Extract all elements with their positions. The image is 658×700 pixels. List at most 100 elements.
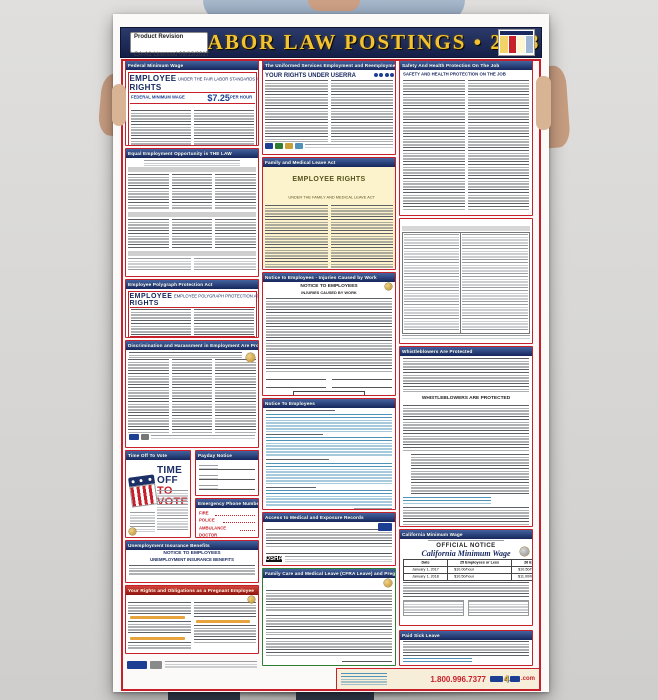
- fmla-subtitle: UNDER THE FAMILY AND MEDICAL LEAVE ACT: [288, 196, 376, 200]
- flsa-per-hour: PER HOUR: [229, 95, 253, 100]
- safety-title: SAFETY AND HEALTH PROTECTION ON THE JOB: [403, 72, 506, 78]
- product-revision-box: Product Revision CA-A1 Licensed 09/12/20…: [130, 32, 209, 58]
- section-header-label: Notice To Employees: [265, 401, 315, 406]
- section-whistleblowers: Whistleblowers Are Protected WHISTLEBLOW…: [399, 346, 533, 527]
- person-leg-right: [296, 690, 374, 700]
- dosh-office-list: [403, 233, 461, 333]
- section-california-minimum-wage: California Minimum Wage OFFICIAL NOTICE …: [399, 529, 533, 626]
- section-header-label: Discrimination and Harassment in Employm…: [128, 343, 258, 348]
- brand-wordmark-left: [489, 676, 503, 682]
- footer-spanish-note: [341, 673, 387, 685]
- section-edd-notice-to-employees: Notice To Employees: [262, 398, 396, 510]
- injuries-title: NOTICE TO EMPLOYEES: [300, 283, 358, 289]
- person-leg-left: [168, 690, 240, 700]
- brand-wordmark-right: [509, 676, 520, 682]
- section-paid-sick-leave: Paid Sick Leave: [399, 630, 533, 666]
- flsa-text-column: [193, 109, 254, 145]
- seal-icon: [384, 579, 392, 587]
- userra-logos: [373, 73, 395, 77]
- payday-form-line: [199, 483, 255, 490]
- eeo-band: [128, 212, 256, 217]
- poster-footer-bar: 1.800.996.7377 4 .com: [336, 668, 540, 690]
- vote-title-line1: TIME OFF: [157, 465, 183, 486]
- section-header-label: The Uniformed Services Employment and Re…: [265, 63, 395, 68]
- signature-line: [172, 576, 212, 582]
- whd-logo: WHD: [131, 336, 144, 337]
- emergency-row: AMBULANCE: [199, 526, 255, 531]
- agency-logo: [150, 660, 162, 669]
- payday-form-line: [199, 473, 255, 480]
- official-notice-label: OFFICIAL NOTICE: [436, 543, 496, 549]
- signature-line: [215, 576, 255, 582]
- section-userra: The Uniformed Services Employment and Re…: [262, 60, 396, 155]
- eeo-intro-text: [144, 160, 240, 166]
- agency-logo: [285, 143, 293, 149]
- agency-logo: [265, 143, 273, 149]
- orange-subheading: [195, 620, 250, 623]
- section-header-label: Time Off To Vote: [128, 453, 168, 458]
- wage-schedule-table: [468, 600, 529, 616]
- section-header-label: California Minimum Wage: [402, 532, 463, 537]
- injuries-subtitle: INJURIES CAUSED BY WORK: [301, 291, 357, 296]
- flsa-text-column: [130, 109, 191, 145]
- emergency-row: POLICE: [199, 518, 255, 523]
- signature-line: [129, 576, 169, 582]
- agency-logo: [129, 434, 139, 440]
- section-medical-exposure-records: Access to Medical and Exposure Records A…: [262, 512, 396, 566]
- polygraph-title: EMPLOYEE RIGHTS: [129, 292, 173, 307]
- section-discrimination: Discrimination and Harassment in Employm…: [125, 340, 259, 448]
- person-right-fingers: [536, 76, 551, 130]
- form-line: [266, 548, 392, 554]
- ballot-box-graphic: [128, 474, 158, 508]
- section-payday-notice: Payday Notice: [195, 450, 259, 496]
- flsa-title: EMPLOYEE RIGHTS: [129, 73, 177, 92]
- poster-title: LABOR LAW POSTINGS • 2018: [191, 30, 541, 54]
- agency-logo: [275, 143, 283, 149]
- form-line: [341, 656, 392, 662]
- form-box: [293, 391, 365, 395]
- form-line: [332, 382, 392, 388]
- section-injuries-caused-by-work: Notice to Employees - Injuries Caused by…: [262, 272, 396, 396]
- section-header-label: Family and Medical Leave Act: [265, 160, 336, 165]
- section-dosh-offices-table: Call the FREE Worker Information Hotline…: [399, 218, 533, 344]
- hotline-link-text: [403, 497, 492, 505]
- form-line: [266, 374, 326, 380]
- section-unemployment-insurance: Unemployment Insurance Benefits NOTICE T…: [125, 540, 259, 583]
- polygraph-subtitle: EMPLOYEE POLYGRAPH PROTECTION ACT: [174, 294, 259, 299]
- brand-number: 4: [503, 673, 509, 684]
- cal-osha-logo: [378, 523, 392, 531]
- orange-subheading: [130, 616, 185, 619]
- section-safety-health-protection: Safety And Health Protection On The Job …: [399, 60, 533, 216]
- osha-logo: OSHA: [265, 556, 283, 562]
- whistleblower-title: WHISTLEBLOWERS ARE PROTECTED: [421, 395, 511, 401]
- userra-title: YOUR RIGHTS UNDER USERRA: [265, 72, 356, 78]
- fmla-title: EMPLOYEE RIGHTS: [292, 176, 366, 183]
- section-header-label: Emergency Phone Numbers: [198, 501, 258, 506]
- section-header-label: Whistleblowers Are Protected: [402, 349, 473, 354]
- poster-thumbnail: [498, 29, 535, 56]
- person-left-fingers: [112, 84, 126, 126]
- section-header-label: Unemployment Insurance Benefits: [128, 543, 210, 548]
- flsa-wage-amount: $7.25: [207, 92, 230, 103]
- labor-law-poster: LABOR LAW POSTINGS • 2018 Product Revisi…: [113, 14, 549, 692]
- state-seal-icon: [246, 353, 255, 362]
- brand-tld: .com: [520, 676, 535, 682]
- ui-title-line1: NOTICE TO EMPLOYEES: [163, 550, 221, 556]
- agency-logo: [295, 143, 303, 149]
- payday-form-line: [199, 463, 255, 470]
- section-header-label: Family Care and Medical Leave (CFRA Leav…: [265, 571, 395, 576]
- product-revision-detail: CA-A1 Licensed 09/12/2017: [134, 51, 210, 58]
- ui-title-line2: UNEMPLOYMENT INSURANCE BENEFITS: [150, 558, 234, 563]
- eeo-band: [128, 167, 256, 172]
- brand-logo: 4 .com: [489, 673, 535, 684]
- section-header-label: Notice to Employees - Injuries Caused by…: [265, 275, 377, 280]
- section-header-label: Payday Notice: [198, 453, 233, 458]
- seal-icon: [129, 528, 136, 535]
- section-header-label: Employee Polygraph Protection Act: [128, 282, 213, 287]
- flsa-wage-label: FEDERAL MINIMUM WAGE: [130, 95, 185, 100]
- agency-logo: [127, 660, 147, 669]
- section-fmla: Family and Medical Leave Act EMPLOYEE RI…: [262, 157, 396, 270]
- payday-form-line: [199, 493, 255, 495]
- section-header-label: Paid Sick Leave: [402, 633, 440, 638]
